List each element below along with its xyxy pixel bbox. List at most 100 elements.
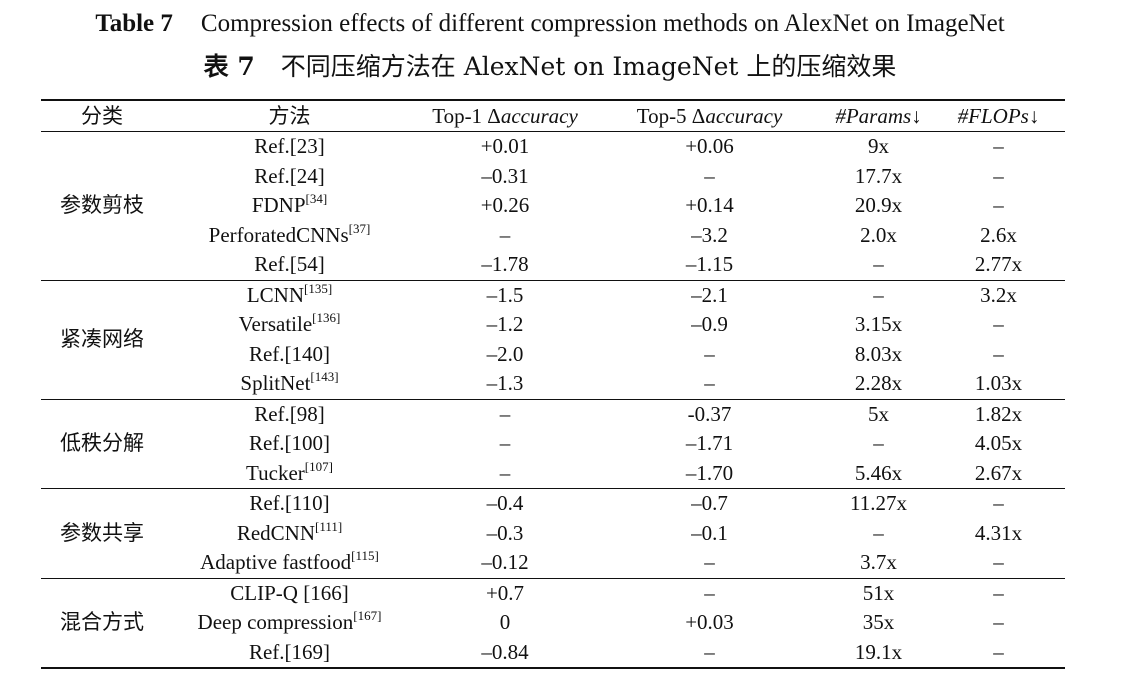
method-name: Ref.[54] <box>254 252 325 276</box>
top5-cell: – <box>704 639 715 664</box>
table-row: 低秩分解 Ref.[98] – -0.37 5x 1.82x <box>41 399 1065 456</box>
header-flops: #FLOPs↓ <box>957 104 1040 128</box>
method-name: Adaptive fastfood <box>200 550 352 574</box>
method-name: Ref.[110] <box>249 491 330 515</box>
table-row: SplitNet[143] –1.3 – 2.28x 1.03x <box>41 369 1065 399</box>
top5-cell: +0.14 <box>685 193 734 217</box>
method-cell: PerforatedCNNs[37] <box>163 221 416 251</box>
method-name: Ref.[24] <box>254 163 325 188</box>
reference-superscript: [136] <box>312 310 341 325</box>
method-cell: CLIP-Q [166] <box>163 578 416 608</box>
method-name: FDNP <box>251 193 306 217</box>
table-row: PerforatedCNNs[37] – –3.2 2.0x 2.6x <box>41 221 1065 251</box>
params-cell: 9x <box>868 134 889 158</box>
table-row: FDNP[34] +0.26 +0.14 20.9x – <box>41 191 1065 221</box>
method-cell: Ref.[23] <box>163 132 416 162</box>
method-name: Ref.[98] <box>254 401 325 426</box>
table-caption-chinese: 表 7 不同压缩方法在 AlexNet on ImageNet 上的压缩效果 <box>0 51 1100 83</box>
flops-cell: 1.03x <box>974 371 1023 395</box>
method-name: Deep compression <box>197 610 354 634</box>
method-cell: Ref.[98] <box>163 399 416 429</box>
flops-cell: 3.2x <box>980 282 1017 307</box>
method-cell: Ref.[110] <box>163 489 416 519</box>
method-cell: FDNP[34] <box>163 191 416 221</box>
top5-cell: – <box>704 550 715 574</box>
reference-superscript: [37] <box>348 220 371 236</box>
params-cell: 2.0x <box>860 222 897 247</box>
method-cell: Versatile[136] <box>163 310 416 340</box>
method-cell: Ref.[54] <box>163 250 416 280</box>
reference-superscript: [135] <box>304 280 333 296</box>
header-method: 方法 <box>268 104 311 128</box>
method-name: Ref.[140] <box>248 341 331 366</box>
method-cell: RedCNN[111] <box>163 519 416 549</box>
params-cell: – <box>873 431 884 455</box>
params-cell: 5.46x <box>854 460 903 485</box>
top5-cell: –3.2 <box>691 222 728 247</box>
top5-cell: –1.70 <box>685 460 734 485</box>
params-cell: 11.27x <box>850 491 907 515</box>
params-cell: – <box>873 520 884 545</box>
reference-superscript: [167] <box>353 608 382 623</box>
flops-cell: – <box>993 341 1004 366</box>
top1-cell: 0 <box>499 610 511 634</box>
flops-cell: – <box>993 580 1004 605</box>
table-row: Deep compression[167] 0 +0.03 35x – <box>41 608 1065 638</box>
flops-cell: 1.82x <box>974 401 1023 426</box>
category-cell: 混合方式 <box>60 610 144 634</box>
category-cell: 参数剪枝 <box>60 193 144 217</box>
top1-cell: +0.01 <box>480 134 530 158</box>
top5-cell: +0.06 <box>685 134 734 158</box>
method-cell: Tucker[107] <box>163 459 416 489</box>
top5-cell: -0.37 <box>687 401 732 426</box>
table-row: Ref.[140] –2.0 – 8.03x – <box>41 340 1065 370</box>
top1-cell: –1.5 <box>486 282 524 307</box>
top5-cell: –1.71 <box>685 431 734 455</box>
top1-cell: –0.3 <box>486 520 524 545</box>
top5-cell: – <box>704 580 715 605</box>
table-row: 混合方式 CLIP-Q [166] +0.7 – 51x – <box>41 578 1065 635</box>
flops-cell: – <box>993 312 1004 336</box>
reference-superscript: [115] <box>351 548 379 563</box>
table-row: Versatile[136] –1.2 –0.9 3.15x – <box>41 310 1065 340</box>
header-category: 分类 <box>81 104 123 128</box>
params-cell: 51x <box>862 580 895 605</box>
table-group: 低秩分解 Ref.[98] – -0.37 5x 1.82x Ref.[100] – –1.71… <box>41 399 1065 489</box>
method-cell: Deep compression[167] <box>163 608 416 638</box>
flops-cell: – <box>993 639 1004 664</box>
table-label: Table 7 <box>95 10 173 37</box>
top5-cell: – <box>704 371 715 395</box>
top1-cell: +0.7 <box>485 580 525 605</box>
top5-cell: +0.03 <box>685 610 734 634</box>
flops-cell: – <box>993 550 1004 574</box>
category-cell: 紧凑网络 <box>60 326 144 351</box>
top1-cell: – <box>499 431 511 455</box>
top1-cell: –1.2 <box>486 312 524 336</box>
method-name: LCNN <box>246 282 304 307</box>
table-row: RedCNN[111] –0.3 –0.1 – 4.31x <box>41 519 1065 549</box>
flops-cell: – <box>993 491 1004 515</box>
table-group: 参数剪枝 Ref.[23] +0.01 +0.06 9x – Ref.[24] –0.31–1… <box>41 132 1065 280</box>
table-row: Tucker[107] – –1.70 5.46x 2.67x <box>41 459 1065 489</box>
method-cell: Adaptive fastfood[115] <box>163 548 416 578</box>
top5-cell: –0.9 <box>691 312 728 336</box>
table-label-zh: 表 7 <box>203 52 255 81</box>
reference-superscript: [34] <box>305 191 328 206</box>
method-name: CLIP-Q [166] <box>230 580 349 605</box>
method-name: PerforatedCNNs <box>208 222 349 247</box>
method-cell: Ref.[100] <box>163 429 416 459</box>
table-row: Ref.[169] –0.84 – 19.1x – <box>41 638 1065 669</box>
params-cell: 3.15x <box>854 312 903 336</box>
top1-cell: –0.12 <box>481 550 529 574</box>
compression-results-table: 分类 方法 Top-1 Δaccuracy Top-5 Δaccuracy #P… <box>41 99 1065 669</box>
params-cell: – <box>873 252 884 276</box>
method-name: Ref.[169] <box>248 639 331 664</box>
header-params: #Params↓ <box>835 104 922 128</box>
params-cell: 17.7x <box>854 163 903 188</box>
flops-cell: – <box>993 163 1004 188</box>
method-name: SplitNet <box>240 371 311 395</box>
table-caption-english: Table 7 Compression effects of different … <box>0 8 1100 40</box>
table-group: 参数共享 Ref.[110] –0.4 –0.7 11.27x – RedCNN[111] –… <box>41 489 1065 578</box>
top1-cell: –0.84 <box>481 639 529 664</box>
header-row: 分类 方法 Top-1 Δaccuracy Top-5 Δaccuracy #P… <box>41 100 1065 132</box>
